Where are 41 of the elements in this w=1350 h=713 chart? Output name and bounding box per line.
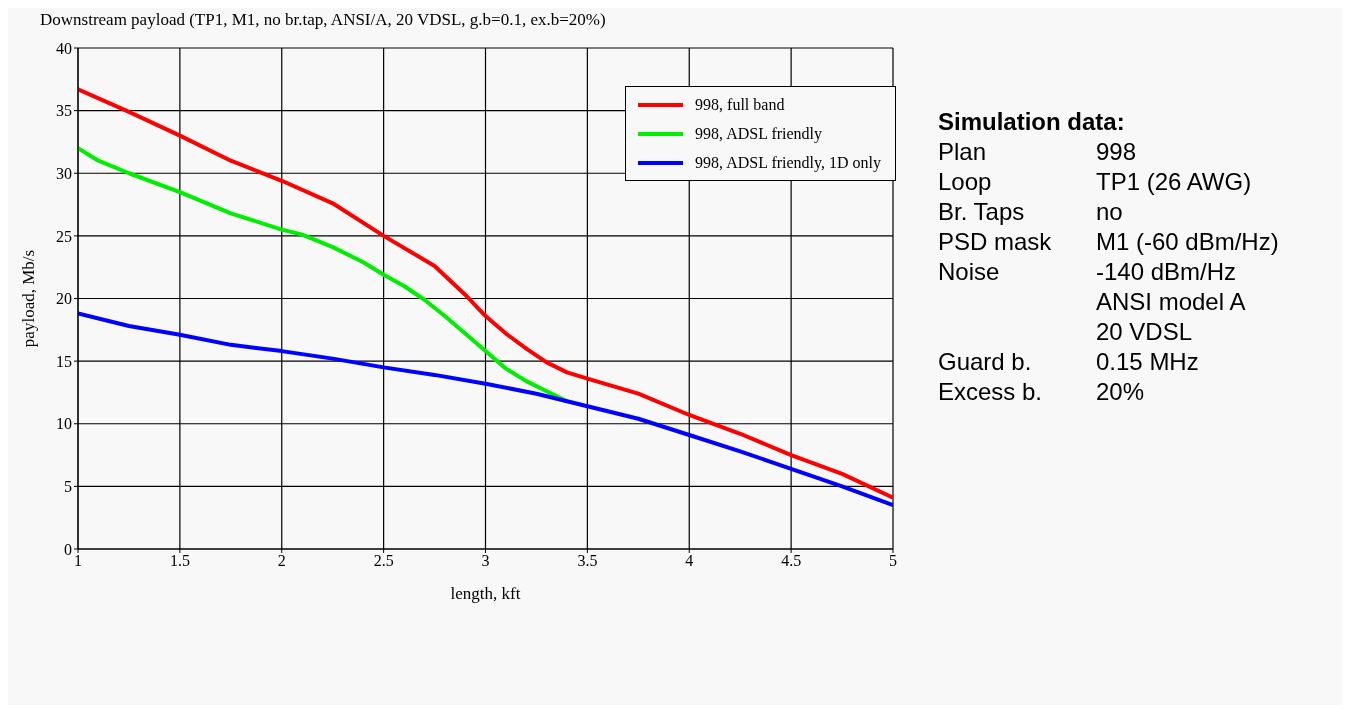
text: -140 dBm/Hz	[1096, 258, 1238, 286]
text: 0.15 MHz	[1096, 348, 1200, 376]
text: 20%	[1096, 378, 1146, 406]
y-tick-label: 40	[56, 39, 72, 57]
text: M1 (-60 dBm/Hz)	[1096, 228, 1279, 256]
x-axis-title: length, kft	[450, 584, 521, 603]
text: Loop	[938, 168, 993, 196]
x-tick-label: 1	[74, 552, 82, 570]
text: 20 VDSL	[1096, 318, 1194, 346]
y-tick-label: 5	[64, 478, 72, 496]
x-tick-label: 2.5	[373, 552, 394, 570]
x-tick-label: 1.5	[169, 552, 190, 570]
text: Br. Taps	[938, 198, 1026, 226]
text: TP1 (26 AWG)	[1096, 168, 1253, 196]
x-tick-label: 2	[277, 552, 286, 570]
text: ANSI model A	[1096, 288, 1247, 316]
y-tick-label: 20	[56, 290, 72, 308]
legend-label: 998, ADSL friendly	[695, 124, 823, 143]
y-tick-label: 10	[56, 415, 72, 433]
text: no	[1096, 198, 1124, 226]
x-tick-label: 5	[889, 552, 897, 570]
y-tick-label: 30	[56, 164, 72, 182]
text: PSD mask	[938, 228, 1053, 256]
chart-title: Downstream payload (TP1, M1, no br.tap, ANSI/A, 20 VDSL, g.b=0.1, ex.b=20%)	[40, 10, 606, 30]
y-tick-label: 15	[56, 352, 72, 370]
y-tick-label: 35	[56, 102, 72, 120]
text: Excess b.	[938, 378, 1044, 406]
legend-label: 998, ADSL friendly, 1D only	[695, 153, 881, 172]
legend-label: 998, full band	[695, 95, 785, 114]
x-tick-label: 3	[481, 552, 490, 570]
x-tick-label: 4.5	[781, 552, 802, 570]
y-tick-label: 0	[64, 540, 72, 558]
text: Noise	[938, 258, 1001, 286]
x-tick-label: 3.5	[577, 552, 598, 570]
text: Simulation data:	[938, 108, 1126, 136]
text: 998	[1096, 138, 1138, 166]
y-tick-label: 25	[56, 227, 72, 245]
text: Guard b.	[938, 348, 1033, 376]
text: Plan	[938, 138, 988, 166]
y-axis-title: payload, Mb/s	[19, 249, 39, 348]
x-tick-label: 4	[685, 552, 694, 570]
